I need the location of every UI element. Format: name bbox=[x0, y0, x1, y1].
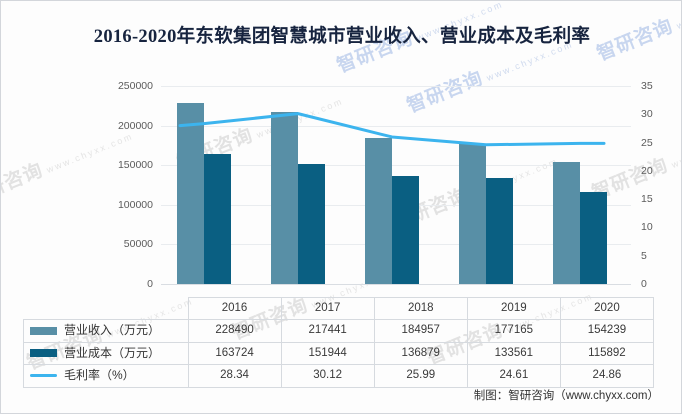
legend-cell: 营业成本（万元） bbox=[23, 341, 189, 366]
y-axis-right-tick-label: 5 bbox=[641, 249, 647, 262]
table-year-header: 2020 bbox=[559, 297, 655, 320]
gridline bbox=[161, 165, 631, 167]
y-axis-right-tick-label: 20 bbox=[641, 164, 653, 177]
bar-cost bbox=[580, 192, 607, 284]
table-value-cell: 28.34 bbox=[187, 364, 282, 388]
legend-swatch-bar-icon bbox=[30, 349, 57, 358]
table-value-cell: 151944 bbox=[280, 341, 375, 366]
table-value-cell: 154239 bbox=[559, 319, 655, 343]
table-year-header: 2018 bbox=[373, 297, 468, 320]
table-value-cell: 133561 bbox=[466, 341, 561, 366]
bar-cost bbox=[298, 163, 325, 284]
table-value-cell: 184957 bbox=[373, 319, 468, 343]
y-axis-right-tick-label: 15 bbox=[641, 193, 653, 206]
y-axis-right-tick-label: 30 bbox=[641, 108, 653, 121]
y-axis-right-tick-label: 0 bbox=[641, 278, 647, 290]
y-axis-left-tick-label: 200000 bbox=[117, 119, 153, 132]
bar-revenue bbox=[459, 143, 486, 284]
bar-revenue bbox=[271, 111, 298, 284]
line-gross-margin bbox=[178, 112, 606, 147]
y-axis-right-tick-label: 35 bbox=[641, 80, 653, 92]
y-axis-left-tick-label: 250000 bbox=[117, 80, 153, 92]
legend-cell: 毛利率（%） bbox=[23, 364, 189, 388]
gridline bbox=[161, 86, 631, 87]
bar-cost bbox=[204, 154, 231, 284]
table-value-cell: 25.99 bbox=[373, 364, 468, 388]
table-value-cell: 30.12 bbox=[280, 364, 375, 388]
table-corner-cell bbox=[24, 298, 189, 320]
bar-cost bbox=[392, 175, 419, 284]
chart-title: 2016-2020年东软集团智慧城市营业收入、营业成本及毛利率 bbox=[93, 27, 591, 47]
table-value-cell: 136879 bbox=[373, 341, 468, 366]
table-value-cell: 163724 bbox=[187, 341, 282, 366]
y-axis-right-tick-label: 25 bbox=[641, 136, 653, 149]
legend-label: 营业成本（万元） bbox=[64, 345, 161, 360]
legend-cell: 营业收入（万元） bbox=[23, 319, 189, 343]
table-value-cell: 24.86 bbox=[559, 364, 655, 388]
gridline bbox=[161, 284, 631, 285]
bar-revenue bbox=[365, 137, 392, 284]
table-year-header: 2019 bbox=[466, 297, 561, 320]
table-value-cell: 115892 bbox=[559, 341, 655, 366]
data-table: 2016 2017 2018 2019 2020 营业收入（万元） 228490 217441… bbox=[23, 297, 655, 388]
y-axis-left-labels: 0 50000 100000 150000 200000 250000 bbox=[101, 81, 153, 290]
line-path bbox=[178, 112, 606, 147]
y-axis-left-tick-label: 100000 bbox=[117, 198, 153, 211]
y-axis-left-tick-label: 0 bbox=[147, 278, 153, 290]
legend-label: 营业收入（万元） bbox=[64, 323, 161, 337]
y-axis-left-tick-label: 50000 bbox=[123, 238, 153, 251]
gridline bbox=[161, 125, 631, 127]
y-axis-right-tick-label: 10 bbox=[641, 221, 653, 234]
y-axis-left-tick-label: 150000 bbox=[117, 159, 153, 172]
legend-swatch-bar-icon bbox=[30, 326, 57, 335]
legend-label: 毛利率（%） bbox=[64, 368, 135, 383]
table-year-header: 2016 bbox=[187, 297, 282, 320]
bar-revenue bbox=[177, 103, 204, 284]
table-header-row: 2016 2017 2018 2019 2020 bbox=[24, 297, 655, 320]
footer-credit: 制图：智研咨询（www.chyxx.com） bbox=[473, 390, 659, 402]
table-value-cell: 217441 bbox=[280, 319, 375, 343]
bar-cost bbox=[486, 178, 513, 284]
plot-area bbox=[161, 86, 631, 285]
legend-swatch-line-icon bbox=[30, 374, 57, 378]
table-year-header: 2017 bbox=[280, 297, 375, 320]
table-value-cell: 228490 bbox=[187, 319, 282, 343]
y-axis-right-labels: 0 5 10 15 20 25 30 35 bbox=[641, 81, 669, 290]
table-value-cell: 177165 bbox=[466, 319, 561, 343]
table-row: 营业成本（万元） 163724 151944 136879 133561 115892 bbox=[23, 341, 655, 366]
bar-revenue bbox=[553, 161, 580, 284]
table-row: 营业收入（万元） 228490 217441 184957 177165 154239 bbox=[23, 319, 655, 343]
table-row: 毛利率（%） 28.34 30.12 25.99 24.61 24.86 bbox=[23, 364, 655, 388]
table-value-cell: 24.61 bbox=[466, 364, 561, 388]
